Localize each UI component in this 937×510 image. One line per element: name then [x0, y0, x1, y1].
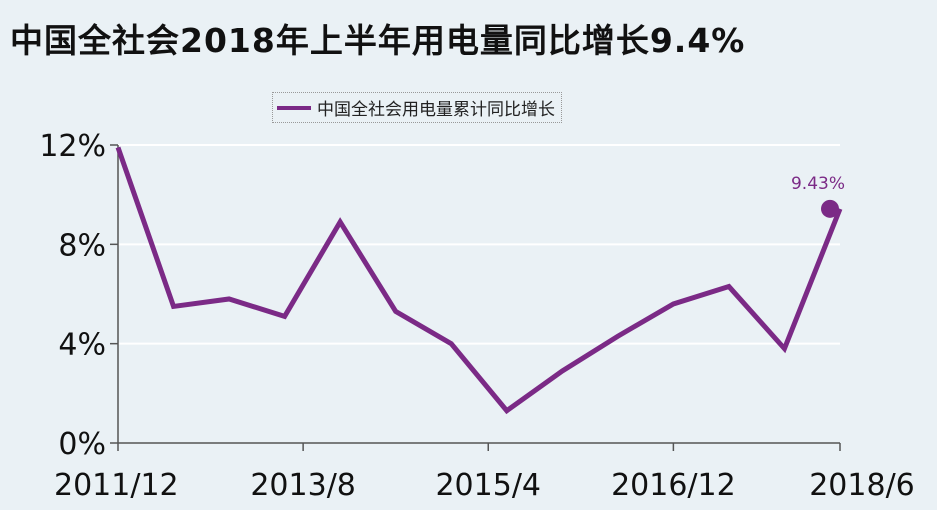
- data-label: 9.43%: [791, 174, 845, 194]
- y-tick-label: 4%: [58, 328, 106, 363]
- series-line: [115, 146, 843, 415]
- y-tick-label: 8%: [58, 228, 106, 263]
- x-tick-label: 2011/12: [54, 468, 179, 503]
- chart-title: 中国全社会2018年上半年用电量同比增长9.4%: [10, 21, 746, 60]
- legend: 中国全社会用电量累计同比增长: [272, 92, 562, 123]
- highlight-point: [821, 199, 839, 218]
- y-tick-label: 0%: [58, 427, 106, 462]
- x-tick-label: 2015/4: [435, 468, 541, 503]
- legend-swatch: [277, 105, 311, 110]
- x-tick-label: 2016/12: [611, 468, 736, 503]
- y-tick-label: 12%: [39, 129, 106, 164]
- x-tick-label: 2013/8: [250, 468, 356, 503]
- x-tick-label: 2018/6: [809, 468, 915, 503]
- legend-label: 中国全社会用电量累计同比增长: [317, 100, 555, 120]
